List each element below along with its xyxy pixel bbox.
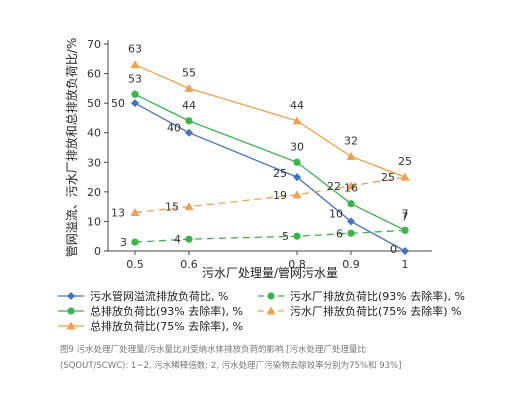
y-tick-label: 30: [87, 156, 101, 169]
data-point-plant-75: [292, 190, 302, 199]
x-axis-title: 污水厂处理量/管网污水量: [202, 265, 338, 280]
data-point-total-93: [131, 90, 139, 98]
data-label-overflow: 40: [167, 122, 181, 135]
x-tick-label: 0.6: [180, 258, 198, 271]
y-axis-title: 管网溢流、污水厂排放和总排放负荷比/%: [64, 38, 79, 257]
data-label-overflow: 25: [273, 167, 287, 180]
data-label-plant-93: 3: [120, 236, 127, 249]
data-point-total-75: [184, 83, 194, 92]
y-tick-label: 20: [87, 186, 101, 199]
figure-caption-line-2: (SQOUT/SCWC): 1~2, 污水稀释倍数: 2, 污水处理厂污染物去除…: [60, 361, 402, 371]
data-label-total-93: 16: [344, 182, 358, 195]
legend-label-total-93: 总排放负荷比(93% 去除率), %: [90, 304, 243, 318]
data-point-total-75: [130, 60, 140, 69]
data-point-total-75: [292, 116, 302, 125]
legend-marker-total-75: [66, 321, 76, 330]
legend-label-plant-93: 污水厂排放负荷比(93% 去除率), %: [290, 289, 465, 303]
data-label-total-93: 53: [128, 72, 142, 85]
data-label-total-75: 55: [182, 66, 196, 79]
data-point-plant-75: [184, 202, 194, 211]
data-label-plant-93: 7: [402, 210, 409, 223]
data-label-total-93: 30: [290, 140, 304, 153]
data-label-overflow: 10: [329, 207, 343, 220]
data-label-overflow: 0: [390, 243, 397, 256]
legend-marker-overflow: [67, 292, 75, 300]
legend-label-plant-75: 污水厂排放负荷比(75% 去除率) %: [290, 304, 461, 318]
data-point-overflow: [185, 128, 193, 137]
y-tick-label: 50: [87, 97, 101, 110]
figure-caption-line-1: 图9 污水处理厂处理量/污水量比对受纳水体排放负荷的影响 [污水处理厂处理量比: [60, 345, 366, 355]
data-point-total-75: [346, 151, 356, 160]
x-tick-label: 1: [402, 258, 409, 271]
data-point-overflow: [293, 173, 301, 182]
data-label-plant-75: 19: [273, 189, 287, 202]
data-label-plant-75: 15: [165, 201, 179, 214]
data-point-total-93: [185, 117, 193, 125]
chart-legend: 污水管网溢流排放负荷比, % 污水厂排放负荷比(93% 去除率), % 总排放负荷比…: [58, 289, 465, 333]
data-label-total-75: 63: [128, 43, 142, 56]
data-point-total-93: [401, 226, 409, 234]
data-point-plant-75: [346, 181, 356, 190]
data-label-total-93: 44: [182, 99, 196, 112]
data-point-total-93: [347, 200, 355, 208]
data-point-overflow: [131, 99, 139, 108]
data-point-overflow: [347, 217, 355, 226]
x-tick-label: 0.8: [288, 258, 306, 271]
data-point-plant-93: [347, 229, 355, 237]
data-label-plant-93: 5: [282, 230, 289, 243]
data-label-total-75: 25: [398, 155, 412, 168]
data-point-plant-75: [130, 208, 140, 217]
data-point-overflow: [401, 247, 409, 255]
data-label-plant-75: 13: [111, 207, 125, 220]
data-point-total-93: [293, 158, 301, 166]
data-point-plant-93: [293, 232, 301, 240]
data-label-overflow: 50: [111, 97, 125, 110]
x-tick-label: 0.9: [342, 258, 360, 271]
y-tick-label: 40: [87, 127, 101, 140]
data-label-plant-93: 6: [336, 227, 343, 240]
legend-label-overflow: 污水管网溢流排放负荷比, %: [90, 289, 228, 303]
y-tick-label: 10: [87, 215, 101, 228]
y-tick-label: 0: [94, 245, 101, 258]
x-tick-label: 0.5: [126, 258, 144, 271]
data-label-total-75: 32: [344, 134, 358, 147]
data-point-plant-93: [185, 235, 193, 243]
legend-marker-total-93: [67, 307, 75, 315]
legend-marker-plant-75: [266, 306, 276, 315]
data-label-plant-75: 22: [327, 180, 341, 193]
data-point-total-75: [400, 172, 410, 181]
chart-series: [130, 60, 410, 255]
data-label-plant-75: 25: [381, 171, 395, 184]
y-tick-label: 60: [87, 68, 101, 81]
legend-label-total-75: 总排放负荷比(75% 去除率), %: [90, 319, 243, 333]
legend-marker-plant-93: [267, 292, 275, 300]
data-point-plant-93: [131, 238, 139, 246]
data-label-total-93: 7: [402, 207, 409, 220]
data-label-plant-93: 4: [174, 233, 181, 246]
data-label-total-75: 44: [290, 99, 304, 112]
y-tick-label: 70: [87, 38, 101, 51]
